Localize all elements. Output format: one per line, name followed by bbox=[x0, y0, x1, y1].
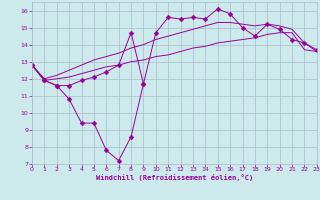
X-axis label: Windchill (Refroidissement éolien,°C): Windchill (Refroidissement éolien,°C) bbox=[96, 174, 253, 181]
